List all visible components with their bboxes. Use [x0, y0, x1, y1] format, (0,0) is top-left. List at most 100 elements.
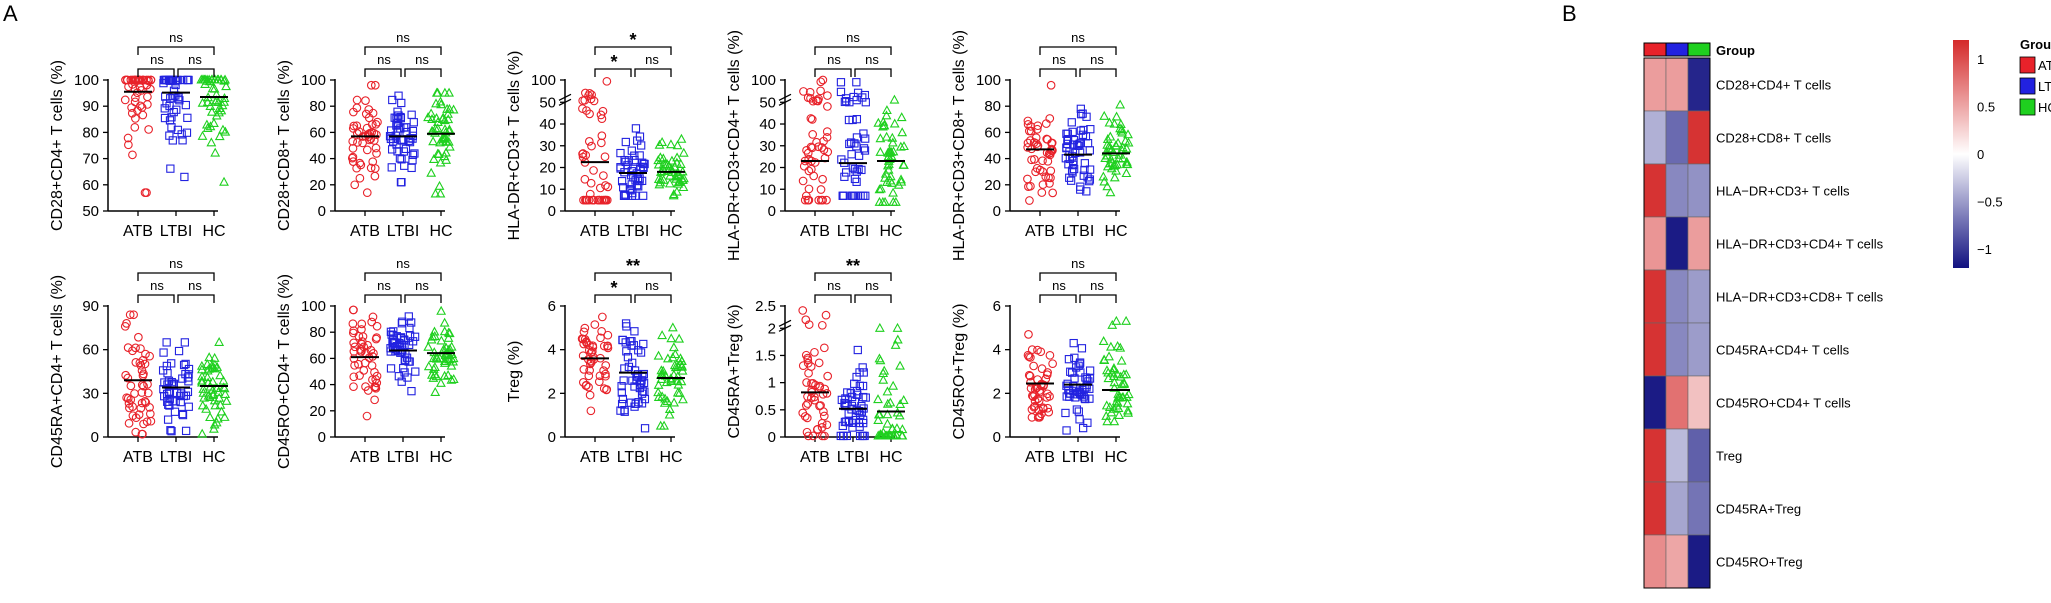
data-point-HC — [1104, 117, 1115, 127]
data-point-ATB — [371, 119, 381, 129]
x-tick-label: LTBI — [160, 223, 193, 240]
sig-label: ns — [1052, 52, 1066, 67]
data-point-LTBI — [392, 121, 401, 130]
data-point-HC — [875, 146, 886, 156]
data-point-HC — [875, 133, 886, 143]
data-point-ATB — [139, 381, 148, 391]
data-point-ATB — [1037, 364, 1047, 373]
data-point-ATB — [1043, 403, 1053, 413]
data-point-LTBI — [1070, 353, 1079, 362]
data-point-HC — [433, 117, 443, 127]
data-point-HC — [1100, 152, 1111, 162]
x-tick-label: LTBI — [837, 223, 870, 240]
data-point-LTBI — [396, 178, 406, 187]
data-point-HC — [212, 382, 222, 392]
data-point-ATB — [1047, 146, 1056, 156]
data-point-HC — [675, 158, 686, 168]
data-point-ATB — [599, 195, 608, 205]
data-point-HC — [658, 365, 669, 375]
data-point-ATB — [141, 398, 151, 407]
data-point-HC — [1111, 111, 1122, 121]
data-point-HC — [429, 369, 440, 379]
sig-label: ns — [169, 256, 183, 271]
heatmap-cell — [1643, 534, 1667, 589]
x-tick-label: HC — [429, 223, 452, 240]
data-point-LTBI — [176, 397, 185, 407]
data-point-LTBI — [617, 177, 627, 186]
data-point-LTBI — [1082, 187, 1091, 196]
sig-bracket — [177, 68, 215, 77]
dot-plot-1: 50 60 70 80 90 100 CD28+CD4+ T cells (%) ATB LTB… — [49, 30, 232, 240]
data-point-ATB — [373, 117, 382, 127]
heatmap-cell — [1643, 322, 1667, 377]
heatmap-cell — [1643, 428, 1667, 483]
heatmap-cell — [1687, 375, 1711, 430]
y-tick-label: 0 — [548, 203, 556, 220]
data-point-HC — [204, 352, 215, 362]
data-point-HC — [879, 365, 890, 375]
data-point-HC — [221, 81, 232, 91]
data-point-ATB — [586, 94, 596, 104]
data-point-ATB — [822, 132, 832, 142]
data-point-HC — [446, 374, 457, 384]
dot-plot-2: 0 20 40 60 80 100 CD28+CD8+ T cells (%) ATB LTBI… — [276, 30, 459, 240]
data-point-HC — [1109, 362, 1119, 372]
data-point-HC — [882, 418, 893, 428]
heatmap-cell — [1687, 269, 1711, 324]
heatmap: Group CD28+CD4+ T cells CD28+CD8+ T cells H… — [1643, 37, 2051, 589]
data-point-LTBI — [1062, 129, 1071, 138]
data-point-HC — [428, 353, 439, 363]
data-point-ATB — [817, 320, 827, 330]
data-point-HC — [676, 376, 687, 386]
data-point-ATB — [602, 76, 612, 86]
data-point-ATB — [578, 378, 588, 387]
data-point-HC — [430, 387, 441, 397]
data-point-HC — [1115, 371, 1126, 381]
data-point-HC — [878, 116, 889, 126]
data-point-HC — [202, 97, 213, 107]
data-point-HC — [1117, 142, 1128, 152]
data-point-LTBI — [397, 98, 406, 108]
x-tick-label: LTBI — [387, 223, 420, 240]
sig-bracket — [594, 46, 672, 55]
data-point-HC — [437, 113, 448, 123]
data-point-HC — [219, 383, 230, 393]
data-point-ATB — [807, 385, 817, 395]
data-point-ATB — [1024, 182, 1033, 191]
data-point-HC — [446, 341, 457, 351]
x-tick-label: ATB — [350, 223, 380, 240]
data-point-LTBI — [850, 139, 859, 148]
sig-label: * — [610, 52, 617, 72]
data-point-HC — [669, 397, 680, 407]
data-point-ATB — [798, 408, 808, 418]
data-point-LTBI — [840, 172, 849, 181]
data-point-LTBI — [836, 431, 845, 441]
data-point-HC — [197, 371, 207, 381]
data-point-HC — [659, 397, 670, 407]
data-point-ATB — [1042, 393, 1052, 402]
data-point-HC — [1118, 369, 1129, 379]
sig-label: ns — [865, 52, 879, 67]
data-point-HC — [443, 332, 454, 342]
data-point-ATB — [140, 359, 150, 369]
data-point-ATB — [798, 306, 808, 315]
data-point-HC — [444, 87, 455, 97]
y-tick-label: 0 — [548, 429, 556, 446]
data-point-ATB — [600, 152, 610, 162]
data-point-LTBI — [167, 359, 176, 368]
data-point-LTBI — [399, 363, 408, 373]
sig-label: * — [629, 30, 636, 50]
data-point-HC — [1103, 367, 1114, 377]
data-point-LTBI — [860, 90, 870, 100]
data-point-LTBI — [850, 379, 859, 388]
data-point-ATB — [599, 366, 608, 375]
data-point-LTBI — [182, 128, 192, 137]
data-point-HC — [666, 139, 676, 149]
data-point-HC — [1121, 143, 1132, 153]
data-point-LTBI — [1076, 368, 1085, 377]
data-point-ATB — [136, 344, 145, 353]
data-point-LTBI — [397, 155, 406, 164]
data-point-LTBI — [168, 75, 177, 85]
dot-plot-7: 0 20 40 60 80 100 CD45RO+CD4+ T cells (%) ATB LT… — [276, 256, 459, 469]
